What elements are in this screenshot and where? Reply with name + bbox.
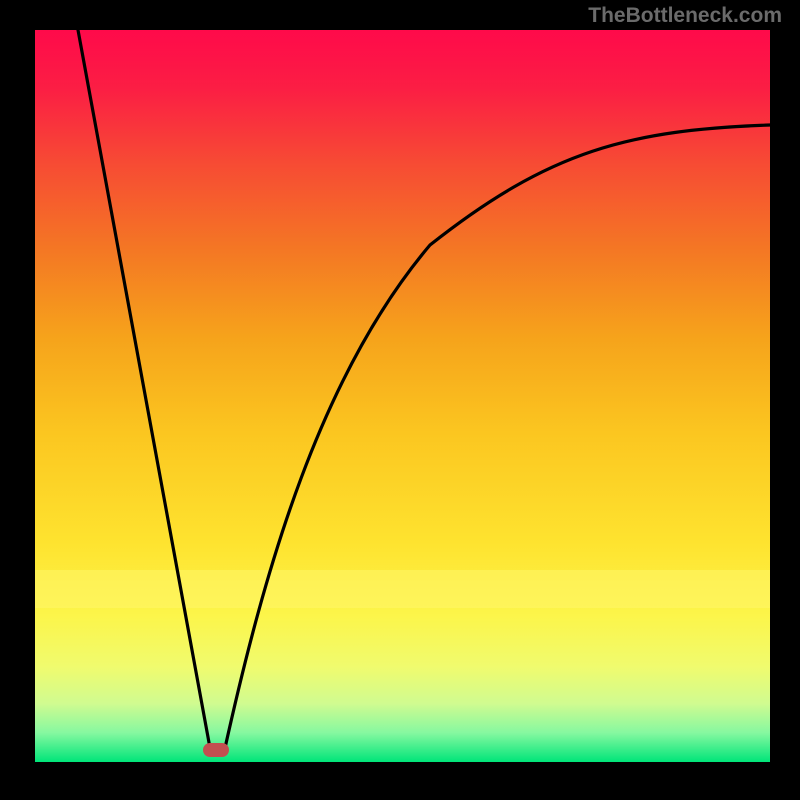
min-marker <box>203 743 229 757</box>
chart-container <box>0 0 800 800</box>
watermark-text: TheBottleneck.com <box>588 4 782 28</box>
highlight-band <box>35 570 770 608</box>
chart-svg <box>0 0 800 800</box>
